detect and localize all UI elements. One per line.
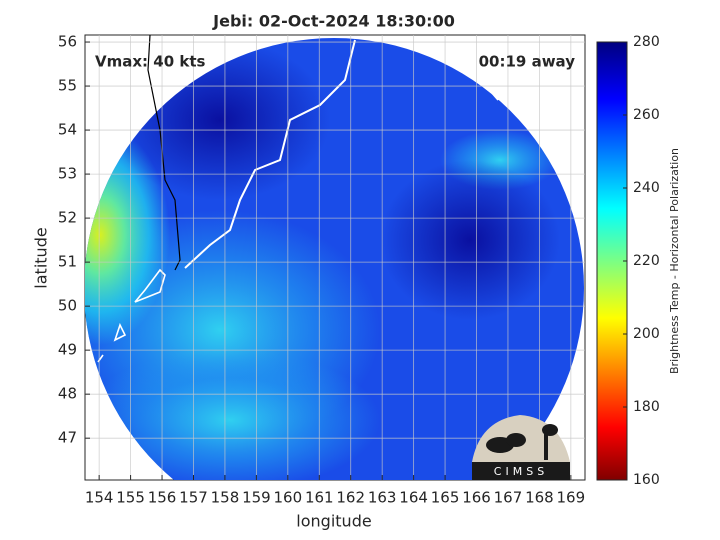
y-axis-label: latitude: [32, 227, 51, 288]
colorbar-tick-label: 220: [633, 253, 660, 269]
y-tick-label: 56: [58, 33, 77, 51]
colorbar-label: Brightness Temp - Horizontal Polarizatio…: [668, 148, 681, 374]
colorbar-tick-label: 240: [633, 180, 660, 196]
y-tick-label: 47: [58, 429, 77, 447]
x-tick-label: 160: [274, 489, 303, 507]
x-tick-label: 162: [336, 489, 365, 507]
x-tick-label: 163: [368, 489, 397, 507]
logo-text: CIMSS: [494, 465, 548, 478]
y-tick-label: 49: [58, 341, 77, 359]
x-tick-label: 156: [148, 489, 177, 507]
y-tick-label: 50: [58, 297, 77, 315]
colorbar-tick-label: 260: [633, 107, 660, 123]
title: Jebi: 02-Oct-2024 18:30:00: [212, 12, 455, 31]
colorbar-tick-label: 160: [633, 472, 660, 488]
colorbar: [596, 41, 628, 481]
colorbar-tick-label: 180: [633, 399, 660, 415]
y-tick-label: 53: [58, 165, 77, 183]
y-tick-label: 51: [58, 253, 77, 271]
x-tick-label: 164: [399, 489, 428, 507]
x-tick-label: 154: [85, 489, 114, 507]
logo: CIMSS: [472, 415, 570, 480]
y-tick-label: 52: [58, 209, 77, 227]
x-tick-label: 161: [305, 489, 334, 507]
x-tick-label: 167: [494, 489, 523, 507]
x-tick-label: 168: [525, 489, 554, 507]
colorbar-tick-label: 280: [633, 34, 660, 50]
y-tick-label: 55: [58, 77, 77, 95]
y-tick-label: 48: [58, 385, 77, 403]
x-tick-label: 165: [431, 489, 460, 507]
annotation: 00:19 away: [479, 53, 576, 71]
annotation: Vmax: 40 kts: [95, 53, 205, 71]
y-tick-label: 54: [58, 121, 77, 139]
x-tick-label: 159: [242, 489, 271, 507]
x-tick-label: 169: [557, 489, 586, 507]
x-tick-label: 166: [462, 489, 491, 507]
x-tick-label: 158: [211, 489, 240, 507]
colorbar-tick-label: 200: [633, 326, 660, 342]
x-tick-label: 157: [179, 489, 208, 507]
x-axis-label: longitude: [296, 512, 371, 531]
x-tick-label: 155: [116, 489, 145, 507]
